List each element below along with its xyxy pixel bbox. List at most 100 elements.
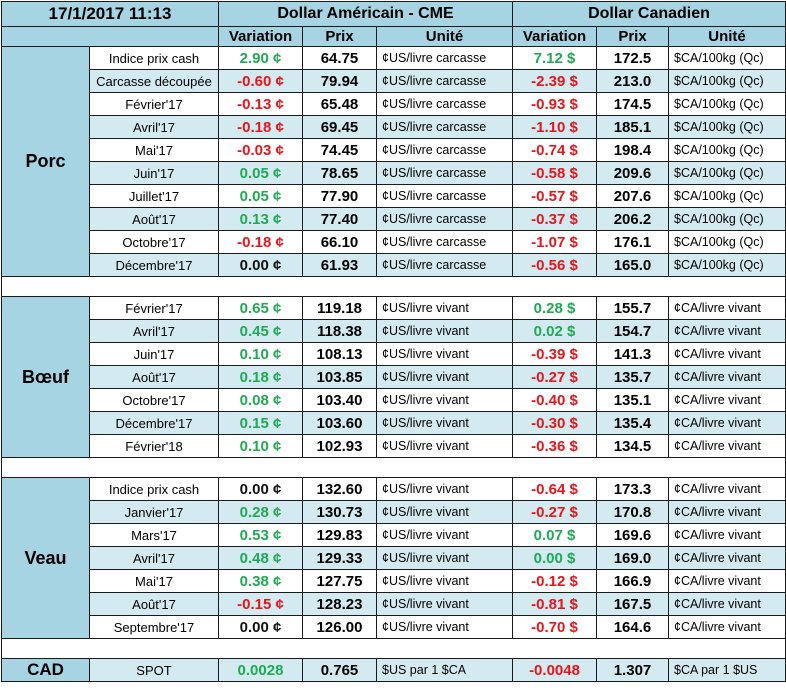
table-row: Bœuf Février'17 0.65 ¢ 119.18 ¢US/livre viva… [1,296,786,458]
cad-unit: $CA/100kg (Qc) [668,184,786,208]
usd-variation: 0.38 ¢ [218,569,303,593]
usd-unit: ¢US/livre carcasse [376,115,513,139]
table-row: Avril'17 0.48 ¢ 129.33 ¢US/livre vivant 0.00… [2,546,786,570]
usd-unit: ¢US/livre carcasse [376,92,513,116]
usd-unit: ¢US/livre vivant [376,569,513,593]
usd-unit: ¢US/livre vivant [376,546,513,570]
cad-variation: 0.07 $ [512,523,597,547]
contract-label: Août'17 [89,365,219,389]
spacer-cell [218,638,303,659]
usd-unit: ¢US/livre vivant [376,592,513,616]
spacer-cell [89,276,219,297]
usd-variation: -0.15 ¢ [218,592,303,616]
cad-unit: $CA/100kg (Qc) [668,253,786,277]
cad-section-title: Dollar Canadien [512,1,786,27]
usd-variation: 0.53 ¢ [218,523,303,547]
cad-variation: -0.57 $ [512,184,597,208]
usd-unit: ¢US/livre vivant [376,365,513,389]
cad-unit: ¢CA/livre vivant [668,319,786,343]
cad-unit: $CA/100kg (Qc) [668,230,786,254]
spot-label: SPOT [89,658,219,682]
contract-label: Février'17 [89,296,219,320]
cad-unit: ¢CA/livre vivant [668,342,786,366]
cad-unit: ¢CA/livre vivant [668,388,786,412]
contract-label: Juin'17 [89,161,219,185]
table-row: Veau Indice prix cash 0.00 ¢ 132.60 ¢US/livr… [1,477,786,639]
contract-label: Septembre'17 [89,615,219,639]
cad-unit: ¢CA/livre vivant [668,365,786,389]
cad-variation: -0.27 $ [512,365,597,389]
cad-unit: ¢CA/livre vivant [668,434,786,458]
contract-label: Décembre'17 [89,253,219,277]
contract-label: Carcasse découpée [89,69,219,93]
spacer-cell [89,457,219,478]
usd-variation: -0.13 ¢ [218,92,303,116]
usd-unit: ¢US/livre carcasse [376,230,513,254]
usd-price: 77.40 [302,207,377,231]
contract-label: Octobre'17 [89,230,219,254]
usd-variation: 0.00 ¢ [218,615,303,639]
usd-price: 128.23 [302,592,377,616]
usd-variation: -0.18 ¢ [218,230,303,254]
cad-unit: ¢CA/livre vivant [668,546,786,570]
table-row: Octobre'17 -0.18 ¢ 66.10 ¢US/livre carcasse… [2,230,786,254]
cad-unit: $CA/100kg (Qc) [668,207,786,231]
timestamp: 17/1/2017 11:13 [1,1,219,27]
usd-price: 77.90 [302,184,377,208]
usd-variation: 0.10 ¢ [218,342,303,366]
usd-section-title: Dollar Américain - CME [218,1,513,27]
usd-variation: 0.10 ¢ [218,434,303,458]
usd-price: 129.33 [302,546,377,570]
usd-unit: ¢US/livre vivant [376,388,513,412]
usd-price: 0.765 [302,658,377,682]
cad-group-label: CAD [1,658,90,682]
cad-price: 172.5 [596,46,669,70]
usd-unit: ¢US/livre vivant [376,319,513,343]
spacer-cell [1,638,90,659]
cad-variation: -1.07 $ [512,230,597,254]
table-row: Juin'17 0.05 ¢ 78.65 ¢US/livre carcasse -0.5… [2,161,786,185]
cad-price: 169.6 [596,523,669,547]
table-row: Mars'17 0.53 ¢ 129.83 ¢US/livre vivant 0.07 … [2,523,786,547]
group-label-1: Bœuf [1,296,90,458]
usd-variation: -0.18 ¢ [218,115,303,139]
cad-price: 135.4 [596,411,669,435]
spacer-cell [596,457,669,478]
cad-unit: ¢CA/livre vivant [668,296,786,320]
cad-price: 169.0 [596,546,669,570]
group-label-0: Porc [1,46,90,277]
table-row: Août'17 -0.15 ¢ 128.23 ¢US/livre vivant -0.8… [2,592,786,616]
spacer-cell [668,276,786,297]
spacer-cell [218,457,303,478]
table-row: Février'17 -0.13 ¢ 65.48 ¢US/livre carcasse… [2,92,786,116]
cad-unit: $CA/100kg (Qc) [668,161,786,185]
cad-variation: 0.28 $ [512,296,597,320]
usd-price: 78.65 [302,161,377,185]
cad-price: 141.3 [596,342,669,366]
cad-price: 170.8 [596,500,669,524]
table-row: Janvier'17 0.28 ¢ 130.73 ¢US/livre vivant -0… [2,500,786,524]
usd-price: 74.45 [302,138,377,162]
cad-unit: $CA/100kg (Qc) [668,46,786,70]
table-row: Décembre'17 0.15 ¢ 103.60 ¢US/livre vivant -… [2,411,786,435]
usd-price: 132.60 [302,477,377,501]
contract-label: Février'18 [89,434,219,458]
table-row: Mai'17 -0.03 ¢ 74.45 ¢US/livre carcasse -0.7… [2,138,786,162]
spacer-cell [512,457,597,478]
table-row: Septembre'17 0.00 ¢ 126.00 ¢US/livre vivant… [2,615,786,639]
spacer-cell [302,457,377,478]
spacer-cell [1,276,90,297]
cad-variation: 0.02 $ [512,319,597,343]
contract-label: Mai'17 [89,569,219,593]
table-row: Février'18 0.10 ¢ 102.93 ¢US/livre vivant -0… [2,434,786,458]
cad-variation: -1.10 $ [512,115,597,139]
cad-variation: -0.36 $ [512,434,597,458]
spacer-row [1,276,786,297]
spacer-cell [596,638,669,659]
cad-unite-header: Unité [668,26,786,47]
cad-variation: -0.27 $ [512,500,597,524]
usd-price: 66.10 [302,230,377,254]
spacer-cell [302,276,377,297]
table-row: Porc Indice prix cash 2.90 ¢ 64.75 ¢US/livre… [1,46,786,277]
